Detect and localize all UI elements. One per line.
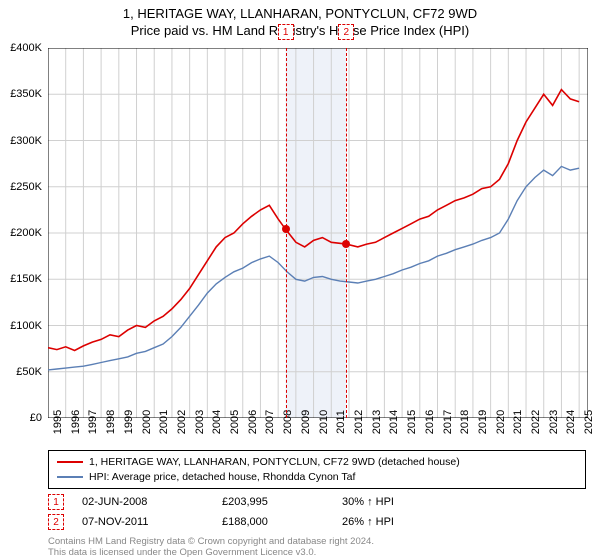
legend-label-property: 1, HERITAGE WAY, LLANHARAN, PONTYCLUN, C… [89,455,460,470]
x-tick-label: 2021 [512,410,524,434]
chart-container: 1, HERITAGE WAY, LLANHARAN, PONTYCLUN, C… [0,0,600,560]
y-tick-label: £250K [10,181,42,193]
x-tick-label: 2009 [300,410,312,434]
x-tick-label: 2007 [264,410,276,434]
x-tick-label: 1998 [105,410,117,434]
sale-dot [342,240,350,248]
legend-row: 1, HERITAGE WAY, LLANHARAN, PONTYCLUN, C… [57,455,577,470]
sale-dot [282,225,290,233]
x-tick-label: 2002 [176,410,188,434]
sale-row-1: 1 02-JUN-2008 £203,995 30% ↑ HPI [48,494,588,510]
sale-hpi-2: 26% ↑ HPI [342,516,394,528]
y-tick-label: £300K [10,135,42,147]
sale-hpi-1: 30% ↑ HPI [342,496,394,508]
x-tick-label: 2015 [406,410,418,434]
x-tick-label: 2014 [388,410,400,434]
x-tick-label: 2012 [353,410,365,434]
attribution-line1: Contains HM Land Registry data © Crown c… [48,536,374,547]
sale-marker-2: 2 [48,514,64,530]
x-tick-label: 2024 [565,410,577,434]
legend-label-hpi: HPI: Average price, detached house, Rhon… [89,470,355,485]
sale-chart-marker: 2 [338,24,354,40]
x-tick-label: 2000 [141,410,153,434]
x-tick-label: 2018 [459,410,471,434]
legend-swatch-hpi [57,476,83,478]
title-block: 1, HERITAGE WAY, LLANHARAN, PONTYCLUN, C… [0,0,600,38]
plot-svg [48,48,588,418]
sale-date-1: 02-JUN-2008 [82,496,222,508]
legend-swatch-property [57,461,83,463]
sale-price-1: £203,995 [222,496,342,508]
sale-marker-1: 1 [48,494,64,510]
x-tick-label: 2013 [371,410,383,434]
sale-row-2: 2 07-NOV-2011 £188,000 26% ↑ HPI [48,514,588,530]
x-tick-label: 1999 [123,410,135,434]
x-tick-label: 2008 [282,410,294,434]
x-tick-label: 2023 [548,410,560,434]
y-tick-label: £50K [16,366,42,378]
x-tick-label: 1997 [87,410,99,434]
x-tick-label: 2003 [194,410,206,434]
x-tick-label: 1996 [70,410,82,434]
y-tick-label: £150K [10,273,42,285]
x-tick-label: 2019 [477,410,489,434]
chart-area: £0£50K£100K£150K£200K£250K£300K£350K£400… [48,48,588,418]
y-tick-label: £200K [10,227,42,239]
legend-box: 1, HERITAGE WAY, LLANHARAN, PONTYCLUN, C… [48,450,586,489]
x-tick-label: 2025 [583,410,595,434]
y-tick-label: £350K [10,88,42,100]
x-tick-label: 2001 [158,410,170,434]
x-tick-label: 2006 [247,410,259,434]
attribution-line2: This data is licensed under the Open Gov… [48,547,374,558]
sale-price-2: £188,000 [222,516,342,528]
sale-chart-marker: 1 [278,24,294,40]
x-tick-label: 2017 [442,410,454,434]
x-tick-label: 2010 [318,410,330,434]
y-tick-label: £400K [10,42,42,54]
sale-date-2: 07-NOV-2011 [82,516,222,528]
x-tick-label: 2016 [424,410,436,434]
y-tick-label: £100K [10,320,42,332]
y-tick-label: £0 [30,412,42,424]
sale-vline [346,48,347,418]
legend-row: HPI: Average price, detached house, Rhon… [57,470,577,485]
x-tick-label: 2020 [495,410,507,434]
x-tick-label: 1995 [52,410,64,434]
attribution: Contains HM Land Registry data © Crown c… [48,536,374,559]
x-tick-label: 2022 [530,410,542,434]
title-main: 1, HERITAGE WAY, LLANHARAN, PONTYCLUN, C… [0,6,600,21]
x-tick-label: 2005 [229,410,241,434]
title-sub: Price paid vs. HM Land Registry's House … [0,23,600,38]
x-tick-label: 2004 [211,410,223,434]
